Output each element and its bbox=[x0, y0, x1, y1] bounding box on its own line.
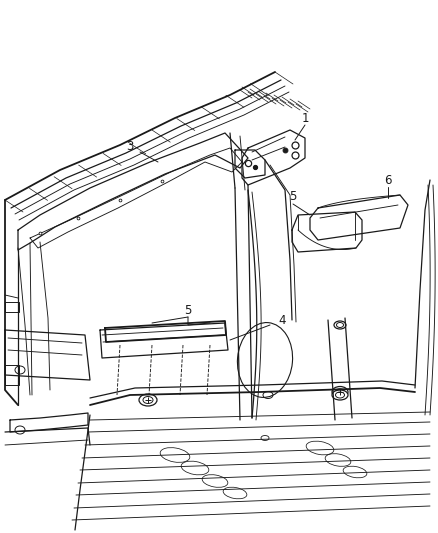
Text: 4: 4 bbox=[278, 313, 286, 327]
Bar bbox=[5, 365, 19, 385]
Ellipse shape bbox=[139, 394, 157, 406]
Text: 5: 5 bbox=[184, 303, 192, 317]
Ellipse shape bbox=[332, 386, 348, 398]
Text: 1: 1 bbox=[301, 111, 309, 125]
Text: 6: 6 bbox=[384, 174, 392, 187]
Text: 3: 3 bbox=[126, 141, 134, 154]
Ellipse shape bbox=[334, 321, 346, 329]
Ellipse shape bbox=[332, 390, 348, 400]
Bar bbox=[5, 302, 19, 312]
Text: 5: 5 bbox=[290, 190, 297, 204]
